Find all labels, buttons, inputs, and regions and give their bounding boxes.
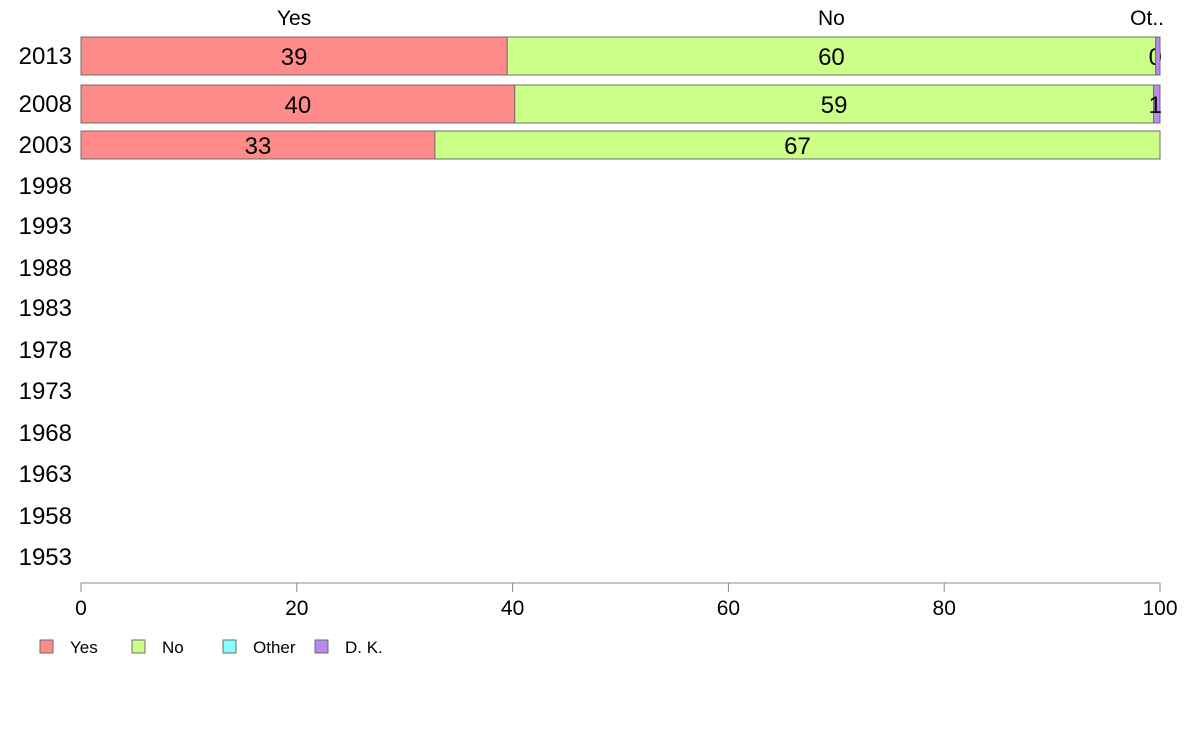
value-label-2008-d-k-: 1 — [1149, 92, 1162, 119]
year-label-1958: 1958 — [19, 503, 72, 530]
year-label-1968: 1968 — [19, 420, 72, 447]
bar-2008-d-k- — [1153, 84, 1161, 124]
year-label-1973: 1973 — [19, 378, 72, 405]
year-label-1978: 1978 — [19, 337, 72, 364]
x-tick-label-80: 80 — [933, 597, 956, 620]
top-label-1: No — [818, 7, 845, 30]
year-label-1998: 1998 — [19, 173, 72, 200]
legend-swatch-no — [131, 639, 146, 654]
bar-2003-no — [434, 130, 1161, 160]
value-label-2008-no: 59 — [821, 92, 848, 119]
x-tick-label-60: 60 — [717, 597, 740, 620]
value-label-2003-no: 67 — [784, 133, 811, 160]
bar-2003-yes — [80, 130, 436, 160]
year-label-1983: 1983 — [19, 295, 72, 322]
legend-swatch-yes — [39, 639, 54, 654]
year-label-2008: 2008 — [19, 91, 72, 118]
legend-label-yes: Yes — [70, 638, 98, 657]
year-label-2013: 2013 — [19, 43, 72, 70]
year-label-1953: 1953 — [19, 544, 72, 571]
year-label-1988: 1988 — [19, 255, 72, 282]
year-label-1993: 1993 — [19, 213, 72, 240]
legend-label-no: No — [162, 638, 184, 657]
value-label-2008-yes: 40 — [285, 92, 312, 119]
x-tick-label-20: 20 — [285, 597, 308, 620]
value-label-2003-yes: 33 — [245, 133, 272, 160]
x-tick-label-0: 0 — [75, 597, 87, 620]
legend-label-other: Other — [253, 638, 296, 657]
year-label-1963: 1963 — [19, 461, 72, 488]
top-label-0: Yes — [277, 7, 311, 30]
bar-2013-yes — [80, 36, 508, 76]
x-tick-label-100: 100 — [1142, 597, 1177, 620]
top-label-2: Ot.. — [1130, 7, 1164, 30]
year-label-2003: 2003 — [19, 132, 72, 159]
bar-2013-no — [506, 36, 1157, 76]
bar-2013-d-k- — [1155, 36, 1161, 76]
legend-swatch-d-k- — [314, 639, 329, 654]
legend-swatch-other — [222, 639, 237, 654]
value-label-2013-no: 60 — [818, 44, 845, 71]
value-label-2013-yes: 39 — [281, 44, 308, 71]
legend-label-d-k-: D. K. — [345, 638, 383, 657]
x-tick-label-40: 40 — [501, 597, 524, 620]
